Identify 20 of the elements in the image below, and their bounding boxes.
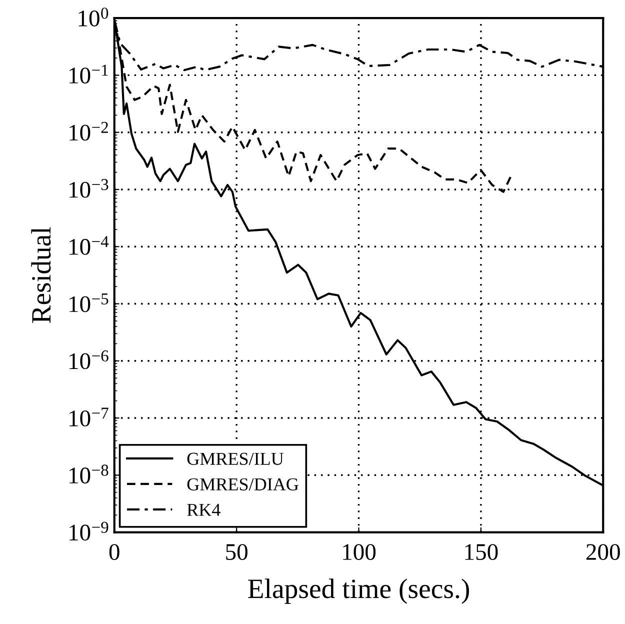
y-tick-label: 10$^{−6}$ <box>70 350 108 370</box>
x-tick-label: 50 <box>226 544 248 560</box>
y-tick-label: 10$^{−9}$ <box>70 522 108 541</box>
x-tick-label: 100 <box>343 544 376 560</box>
x-tick-label: 200 <box>586 544 620 560</box>
y-tick-label: 10$^{−4}$ <box>70 236 109 255</box>
x-axis-title: Elapsed time (secs.) <box>248 578 469 604</box>
y-tick-label: 10$^{−1}$ <box>70 64 108 84</box>
y-tick-label: 10$^{−8}$ <box>70 464 108 484</box>
y-tick-label: 10$^{−5}$ <box>70 294 108 312</box>
legend-label: RK4 <box>187 504 220 516</box>
y-tick-label: 10$^{−3}$ <box>70 179 108 198</box>
legend-label: GMRES/ILU <box>187 452 284 465</box>
x-tick-label: 0 <box>109 544 120 560</box>
y-tick-label: 10$^{−7}$ <box>70 408 108 426</box>
y-tick-label: 10$^{0}$ <box>78 8 108 26</box>
y-tick-label: 10$^{−2}$ <box>70 122 108 141</box>
legend-label: GMRES/DIAG <box>187 478 298 490</box>
y-axis-title: Residual <box>31 227 51 323</box>
x-tick-label: 150 <box>465 544 498 560</box>
